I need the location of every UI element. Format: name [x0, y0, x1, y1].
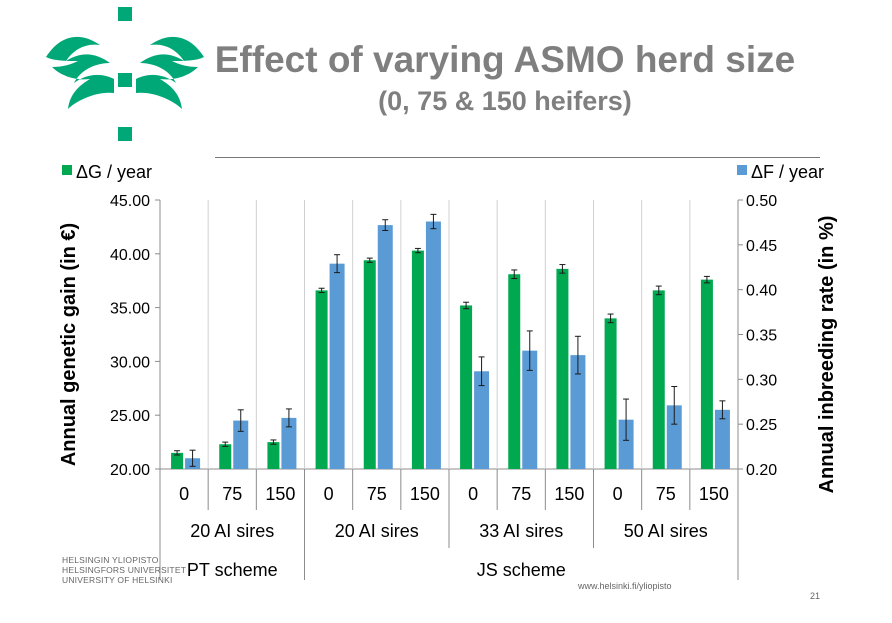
bar-delta-f — [474, 371, 490, 469]
y2-tick-label: 0.40 — [746, 283, 777, 300]
bar-delta-g — [604, 318, 617, 469]
bar-delta-f — [666, 405, 682, 469]
legend-label-delta-g: ΔG / year — [76, 162, 152, 182]
bar-delta-g — [652, 290, 665, 469]
university-name-footer: HELSINGIN YLIOPISTO HELSINGFORS UNIVERSI… — [62, 555, 186, 585]
bar-delta-g — [219, 444, 232, 469]
x-tick-label: 150 — [410, 484, 440, 504]
x-tick-label: 0 — [179, 484, 189, 504]
y-tick-label: 35.00 — [110, 301, 150, 318]
x-tick-label: 150 — [554, 484, 584, 504]
y2-tick-label: 0.50 — [746, 193, 777, 210]
bar-delta-g — [700, 279, 713, 469]
bar-delta-g — [460, 305, 473, 469]
x-tick-label: 75 — [656, 484, 676, 504]
university-name-sv: HELSINGFORS UNIVERSITET — [62, 565, 187, 575]
y-tick-label: 20.00 — [110, 462, 150, 479]
bar-delta-g — [411, 250, 424, 469]
x-tick-label: 0 — [613, 484, 623, 504]
y-tick-label: 45.00 — [110, 193, 150, 210]
legend-swatch-delta-f — [737, 165, 747, 175]
y2-tick-label: 0.25 — [746, 417, 777, 434]
bar-delta-g — [363, 260, 376, 469]
y2-tick-label: 0.20 — [746, 462, 777, 479]
footer-url: www.helsinki.fi/yliopisto — [578, 581, 672, 591]
y2-tick-label: 0.35 — [746, 328, 777, 345]
y-tick-label: 30.00 — [110, 354, 150, 371]
y2-tick-label: 0.45 — [746, 238, 777, 255]
y2-tick-label: 0.30 — [746, 372, 777, 389]
y-axis-title: Annual genetic gain (in €) — [58, 223, 80, 466]
x-tick-label: 0 — [324, 484, 334, 504]
bar-delta-g — [508, 274, 521, 469]
bar-delta-g — [171, 452, 184, 469]
x-tick-label: 0 — [468, 484, 478, 504]
bar-delta-f — [281, 417, 297, 469]
university-name-en: UNIVERSITY OF HELSINKI — [62, 575, 173, 585]
bar-delta-g — [267, 442, 280, 469]
bar-delta-f — [522, 350, 538, 469]
bar-delta-f — [714, 409, 730, 469]
group-label-sires: 20 AI sires — [190, 521, 274, 541]
bar-delta-f — [570, 355, 586, 469]
bar-delta-g — [556, 268, 569, 469]
bar-delta-f — [618, 419, 634, 469]
x-tick-label: 75 — [367, 484, 387, 504]
bar-delta-f — [329, 263, 345, 469]
university-logo — [46, 7, 204, 141]
bar-delta-g — [315, 290, 328, 469]
bar-delta-f — [377, 225, 393, 469]
slide-subtitle: (0, 75 & 150 heifers) — [378, 86, 632, 116]
legend-swatch-delta-g — [62, 165, 72, 175]
y2-axis-title: Annual inbreeding rate (in %) — [816, 216, 838, 494]
page-number: 21 — [810, 591, 821, 601]
bar-delta-f — [425, 221, 441, 469]
bar-delta-f — [233, 420, 249, 469]
group-label-sires: 50 AI sires — [624, 521, 708, 541]
x-tick-label: 150 — [699, 484, 729, 504]
x-tick-label: 75 — [511, 484, 531, 504]
legend-label-delta-f: ΔF / year — [751, 162, 824, 182]
title-divider — [215, 157, 820, 158]
y-tick-label: 40.00 — [110, 247, 150, 264]
y-tick-label: 25.00 — [110, 408, 150, 425]
x-tick-label: 150 — [265, 484, 295, 504]
scheme-label: PT scheme — [187, 560, 278, 580]
x-tick-label: 75 — [222, 484, 242, 504]
group-label-sires: 33 AI sires — [479, 521, 563, 541]
group-label-sires: 20 AI sires — [335, 521, 419, 541]
scheme-label: JS scheme — [477, 560, 566, 580]
slide-title: Effect of varying ASMO herd size — [214, 39, 796, 80]
university-name-fi: HELSINGIN YLIOPISTO — [62, 555, 159, 565]
